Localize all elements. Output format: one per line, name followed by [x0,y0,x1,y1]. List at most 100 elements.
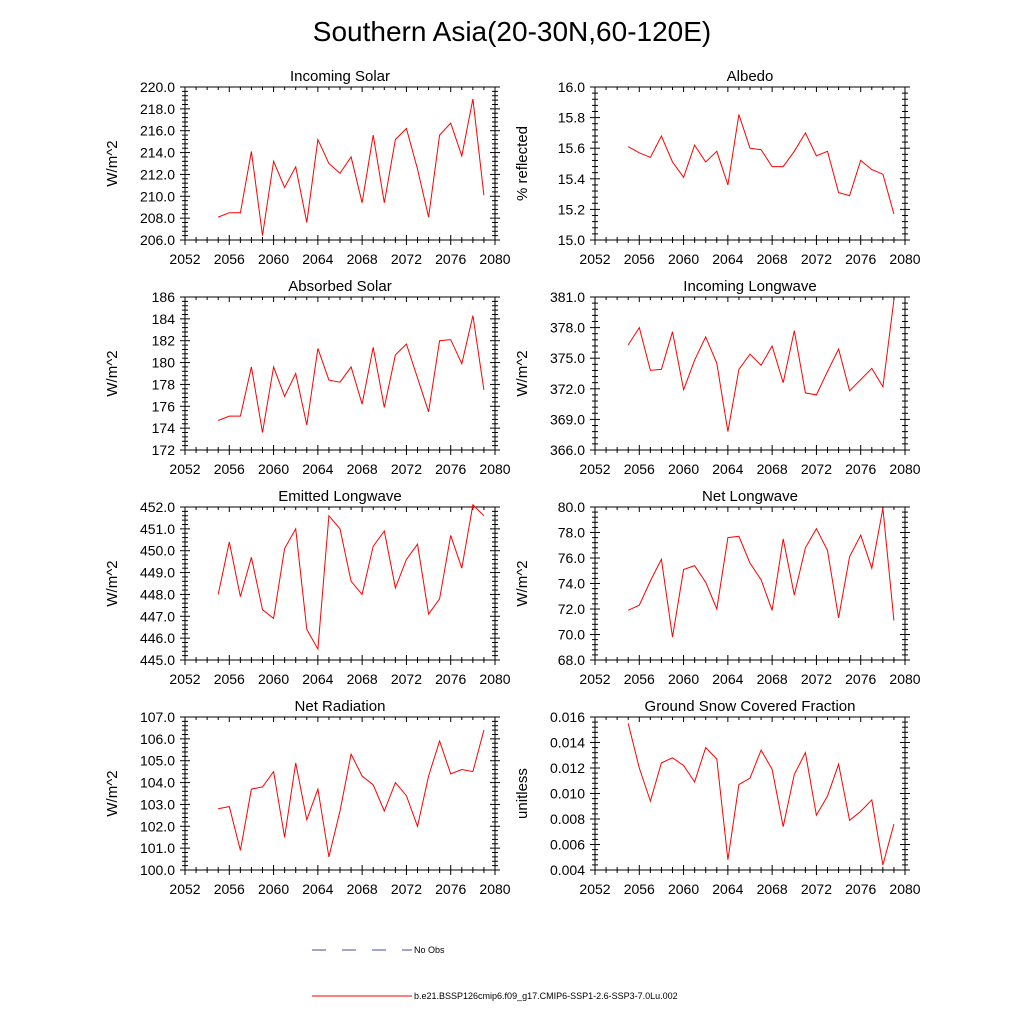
x-tick-label: 2052 [169,251,200,267]
x-tick-label: 2076 [845,461,876,477]
y-tick-label: 103.0 [140,796,175,812]
plot-frame [184,86,496,241]
y-tick-label: 378.0 [550,320,585,336]
series-line-0 [627,114,895,215]
y-tick-label: 184 [152,311,176,327]
x-tick-label: 2056 [214,671,245,687]
y-tick-label: 186 [152,289,176,305]
y-tick-label: 448.0 [140,586,175,602]
y-tick-label: 210.0 [140,188,175,204]
y-tick-label: 449.0 [140,565,175,581]
y-tick-label: 0.004 [550,862,585,878]
x-tick-label: 2064 [712,251,743,267]
panel-title: Absorbed Solar [288,278,391,295]
plot-frame [594,296,906,451]
x-tick-label: 2076 [845,251,876,267]
panel-title: Net Radiation [295,698,386,715]
x-tick-label: 2068 [757,881,788,897]
x-tick-label: 2064 [712,881,743,897]
plot-frame [594,716,906,871]
x-tick-label: 2064 [712,671,743,687]
y-tick-label: 15.4 [558,171,585,187]
y-tick-label: 446.0 [140,630,175,646]
y-tick-label: 180 [152,355,176,371]
x-tick-label: 2080 [479,251,510,267]
y-tick-label: 445.0 [140,652,175,668]
y-tick-label: 447.0 [140,608,175,624]
x-tick-label: 2080 [889,251,920,267]
y-tick-label: 220.0 [140,79,175,95]
legend: No Obs b.e21.BSSP126cmip6.f09_g17.CMIP6-… [312,945,678,1001]
y-axis-label: W/m^2 [514,560,531,606]
y-tick-label: 178 [152,376,176,392]
panel-1: 2052 2056 2060 2064 2068 2072 2076 2080 15.0 15.2… [514,68,921,267]
x-tick-label: 2068 [347,881,378,897]
x-tick-label: 2068 [757,251,788,267]
y-axis-label: W/m^2 [104,770,121,816]
x-tick-label: 2080 [479,671,510,687]
series-line-0 [218,729,485,858]
y-tick-label: 214.0 [140,145,175,161]
x-tick-label: 2064 [302,881,333,897]
x-tick-label: 2060 [258,251,289,267]
x-tick-label: 2072 [801,251,832,267]
panel-6: 2052 2056 2060 2064 2068 2072 2076 2080 100.0 101… [104,698,511,897]
series-line-0 [218,98,485,236]
y-tick-label: 76.0 [558,550,585,566]
plot-frame [184,296,496,451]
panels: 2052 2056 2060 2064 2068 2072 2076 2080 206.0 208… [104,68,921,897]
x-tick-label: 2068 [347,461,378,477]
panel-title: Ground Snow Covered Fraction [645,698,856,715]
y-tick-label: 451.0 [140,521,175,537]
x-tick-label: 2076 [435,671,466,687]
y-tick-label: 100.0 [140,862,175,878]
page-title: Southern Asia(20-30N,60-120E) [313,16,711,47]
y-axis-label: unitless [514,768,531,819]
y-tick-label: 176 [152,398,176,414]
legend-label-no-obs: No Obs [414,945,445,955]
y-axis-label: W/m^2 [104,560,121,606]
y-tick-label: 105.0 [140,753,175,769]
y-axis-label: W/m^2 [104,140,121,186]
x-tick-label: 2064 [302,251,333,267]
y-tick-label: 0.008 [550,811,585,827]
y-axis-label: % reflected [514,126,531,201]
y-tick-label: 372.0 [550,381,585,397]
x-tick-label: 2060 [258,881,289,897]
x-tick-label: 2080 [479,461,510,477]
y-tick-label: 206.0 [140,232,175,248]
x-tick-label: 2060 [668,671,699,687]
y-tick-label: 369.0 [550,411,585,427]
y-tick-label: 68.0 [558,652,585,668]
x-tick-label: 2076 [435,461,466,477]
x-tick-label: 2060 [258,671,289,687]
plot-frame [594,86,906,241]
panel-5: 2052 2056 2060 2064 2068 2072 2076 2080 68.0 70.0… [514,488,921,687]
series-line-0 [627,723,895,866]
y-tick-label: 0.006 [550,837,585,853]
y-tick-label: 101.0 [140,840,175,856]
x-tick-label: 2052 [169,461,200,477]
y-tick-label: 78.0 [558,525,585,541]
y-tick-label: 15.6 [558,140,585,156]
x-tick-label: 2064 [302,671,333,687]
x-tick-label: 2076 [435,251,466,267]
x-tick-label: 2072 [391,671,422,687]
x-tick-label: 2068 [347,671,378,687]
y-tick-label: 72.0 [558,601,585,617]
x-tick-label: 2056 [624,881,655,897]
y-tick-label: 80.0 [558,499,585,515]
x-tick-label: 2080 [889,461,920,477]
y-tick-label: 212.0 [140,166,175,182]
y-tick-label: 107.0 [140,709,175,725]
y-tick-label: 0.012 [550,760,585,776]
y-tick-label: 0.014 [550,735,585,751]
x-tick-label: 2080 [889,671,920,687]
x-tick-label: 2060 [668,881,699,897]
x-tick-label: 2076 [845,881,876,897]
panel-3: 2052 2056 2060 2064 2068 2072 2076 2080 366.0 369… [514,278,921,477]
x-tick-label: 2060 [668,461,699,477]
y-tick-label: 452.0 [140,499,175,515]
y-tick-label: 74.0 [558,576,585,592]
x-tick-label: 2072 [391,461,422,477]
